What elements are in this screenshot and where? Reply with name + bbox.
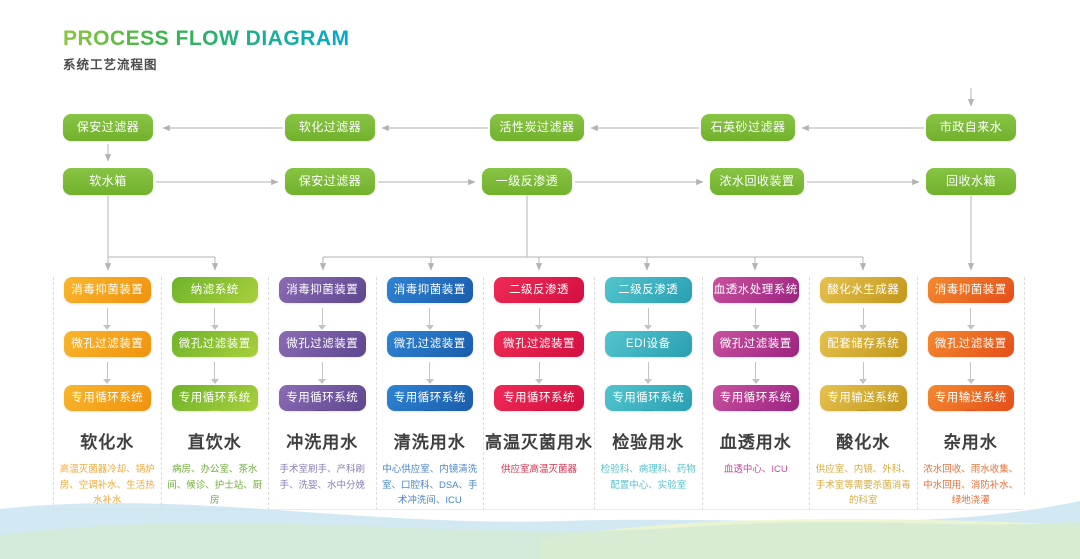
step-box: 血透水处理系统 (712, 277, 799, 303)
step-box: 消毒抑菌装置 (64, 277, 151, 303)
down-arrow-icon (755, 362, 757, 379)
step-box: 专用循环系统 (279, 385, 366, 411)
water-usage-description: 供应室高温灭菌器 (500, 464, 577, 475)
column-softened-water: 消毒抑菌装置 微孔过滤装置 专用循环系统 软化水 高温灭菌器冷却、锅炉房、空调补… (53, 277, 161, 511)
water-type-label: 高温灭菌用水 (485, 433, 593, 452)
column-acidified-water: 酸化水生成器 配套储存系统 专用输送系统 酸化水 供应室、内镜、外科、手术室等需… (809, 277, 917, 511)
down-arrow-icon (755, 308, 757, 325)
down-arrow-icon (538, 308, 540, 325)
step-box: 微孔过滤装置 (386, 331, 473, 357)
step-box: 酸化水生成器 (820, 277, 907, 303)
down-arrow-icon (429, 362, 431, 379)
flow-node-recovery-tank: 回收水箱 (926, 168, 1016, 195)
water-type-label: 冲洗用水 (286, 433, 359, 452)
step-box: 专用循环系统 (494, 385, 584, 411)
step-box: 微孔过滤装置 (927, 331, 1014, 357)
flow-node-carbon-filter: 活性炭过滤器 (490, 114, 584, 141)
step-box: 专用循环系统 (605, 385, 692, 411)
water-usage-description: 手术室刷手、产科刷手、洗婴、水中分娩 (279, 464, 365, 491)
flow-node-soft-water-tank: 软水箱 (63, 168, 153, 195)
step-box: 微孔过滤装置 (171, 331, 258, 357)
down-arrow-icon (429, 308, 431, 325)
water-type-label: 检验用水 (612, 433, 685, 452)
column-direct-drinking-water: 纳滤系统 微孔过滤装置 专用循环系统 直饮水 病房、办公室、茶水间、候诊、护士站… (160, 277, 268, 511)
step-box: 二级反渗透 (605, 277, 692, 303)
water-type-label: 直饮水 (187, 433, 242, 452)
water-usage-description: 血透中心、ICU (723, 464, 788, 475)
step-box: 消毒抑菌装置 (386, 277, 473, 303)
page-title: PROCESS FLOW DIAGRAM (63, 27, 350, 50)
down-arrow-icon (106, 362, 108, 379)
step-box: 微孔过滤装置 (279, 331, 366, 357)
treatment-columns: 消毒抑菌装置 微孔过滤装置 专用循环系统 软化水 高温灭菌器冷却、锅炉房、空调补… (53, 277, 1025, 511)
step-box: 纳滤系统 (171, 277, 258, 303)
water-type-label: 杂用水 (943, 433, 998, 452)
step-box: 专用循环系统 (64, 385, 151, 411)
step-box: 微孔过滤装置 (712, 331, 799, 357)
step-box: 专用循环系统 (386, 385, 473, 411)
step-box: 配套储存系统 (820, 331, 907, 357)
water-usage-description: 浓水回收、雨水收集、中水回用、消防补水、绿地浇灌 (923, 464, 1019, 507)
flow-node-security-filter: 保安过滤器 (63, 114, 153, 141)
step-box: 专用输送系统 (927, 385, 1014, 411)
step-box: 消毒抑菌装置 (927, 277, 1014, 303)
down-arrow-icon (321, 308, 323, 325)
page-subtitle: 系统工艺流程图 (63, 58, 158, 72)
down-arrow-icon (538, 362, 540, 379)
column-cleaning-water: 消毒抑菌装置 微孔过滤装置 专用循环系统 清洗用水 中心供应室、内镜清洗室、口腔… (375, 277, 483, 511)
header: PROCESS FLOW DIAGRAM 系统工艺流程图 (63, 27, 350, 73)
flow-node-security-filter-2: 保安过滤器 (285, 168, 375, 195)
column-hemodialysis-water: 血透水处理系统 微孔过滤装置 专用循环系统 血透用水 血透中心、ICU (701, 277, 809, 511)
step-box: 专用循环系统 (171, 385, 258, 411)
flow-node-quartz-filter: 石英砂过滤器 (701, 114, 795, 141)
down-arrow-icon (862, 362, 864, 379)
down-arrow-icon (970, 362, 972, 379)
water-usage-description: 中心供应室、内镜清洗室、口腔科、DSA、手术冲洗间、ICU (381, 464, 478, 507)
column-high-temp-sterilization-water: 二级反渗透 微孔过滤装置 专用循环系统 高温灭菌用水 供应室高温灭菌器 (483, 277, 594, 511)
step-box: 微孔过滤装置 (64, 331, 151, 357)
flow-node-first-stage-ro: 一级反渗透 (482, 168, 572, 195)
flow-node-concentrate-recovery: 浓水回收装置 (710, 168, 804, 195)
wave-footer-decoration (0, 501, 1080, 559)
column-lab-test-water: 二级反渗透 EDI设备 专用循环系统 检验用水 检验科、病理科、药物配置中心、实… (594, 277, 702, 511)
down-arrow-icon (970, 308, 972, 325)
water-type-label: 血透用水 (719, 433, 792, 452)
water-usage-description: 供应室、内镜、外科、手术室等需要杀菌消毒的科室 (815, 464, 911, 507)
down-arrow-icon (862, 308, 864, 325)
down-arrow-icon (647, 362, 649, 379)
step-box: EDI设备 (605, 331, 692, 357)
step-box: 专用输送系统 (820, 385, 907, 411)
water-type-label: 软化水 (80, 433, 135, 452)
column-miscellaneous-water: 消毒抑菌装置 微孔过滤装置 专用输送系统 杂用水 浓水回收、雨水收集、中水回用、… (916, 277, 1024, 511)
water-usage-description: 病房、办公室、茶水间、候诊、护士站、厨房 (167, 464, 263, 507)
column-rinse-water: 消毒抑菌装置 微孔过滤装置 专用循环系统 冲洗用水 手术室刷手、产科刷手、洗婴、… (268, 277, 376, 511)
down-arrow-icon (106, 308, 108, 325)
water-type-label: 清洗用水 (393, 433, 466, 452)
water-usage-description: 高温灭菌器冷却、锅炉房、空调补水、生活热水补水 (59, 464, 155, 507)
down-arrow-icon (647, 308, 649, 325)
down-arrow-icon (214, 362, 216, 379)
water-usage-description: 检验科、病理科、药物配置中心、实验室 (600, 464, 696, 491)
flow-node-softening-filter: 软化过滤器 (285, 114, 375, 141)
down-arrow-icon (321, 362, 323, 379)
step-box: 微孔过滤装置 (494, 331, 584, 357)
water-type-label: 酸化水 (836, 433, 891, 452)
step-box: 专用循环系统 (712, 385, 799, 411)
step-box: 二级反渗透 (494, 277, 584, 303)
flow-node-municipal-water: 市政自来水 (926, 114, 1016, 141)
step-box: 消毒抑菌装置 (279, 277, 366, 303)
down-arrow-icon (214, 308, 216, 325)
